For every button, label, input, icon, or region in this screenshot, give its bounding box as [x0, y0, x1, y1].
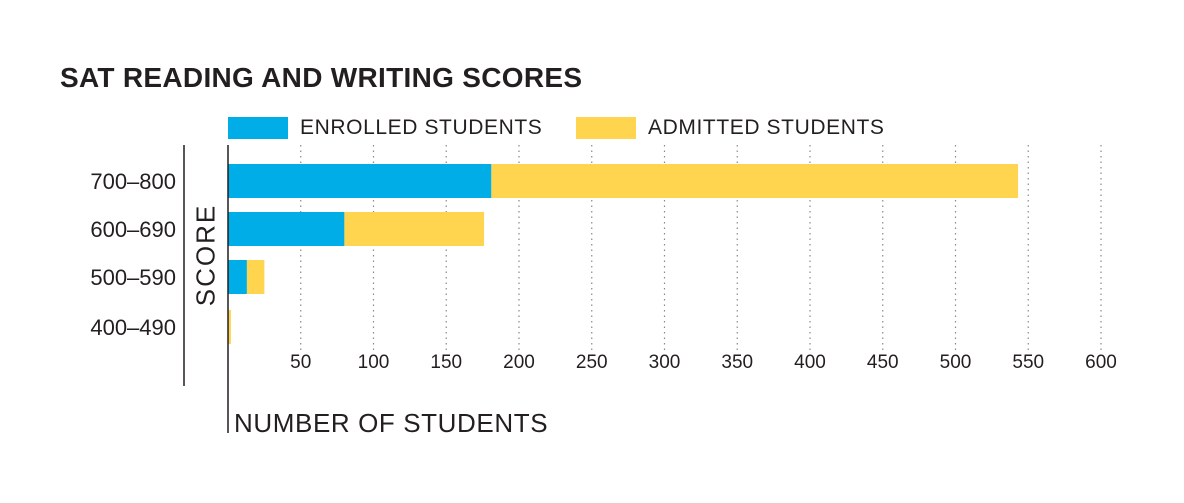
category-label: 400–490: [90, 315, 176, 340]
x-tick-label: 350: [721, 352, 753, 373]
bar-enrolled: [228, 260, 247, 294]
x-tick-label: 600: [1085, 352, 1117, 373]
bar-admitted: [344, 212, 485, 246]
category-label: 600–690: [90, 217, 176, 242]
bar-admitted: [246, 260, 265, 294]
chart-title: SAT READING AND WRITING SCORES: [60, 62, 583, 93]
x-tick-label: 150: [430, 352, 462, 373]
x-tick-label: 300: [649, 352, 681, 373]
category-label: 700–800: [90, 169, 176, 194]
bar-enrolled: [228, 164, 492, 198]
x-tick-label: 50: [290, 352, 311, 373]
x-tick-label: 400: [794, 352, 826, 373]
bar-enrolled: [228, 212, 345, 246]
legend-swatch-admitted: [576, 117, 636, 139]
legend-item-admitted: ADMITTED STUDENTS: [576, 116, 885, 140]
category-label: 500–590: [90, 265, 176, 290]
x-tick-label: 500: [940, 352, 972, 373]
y-axis-title: SCORE: [190, 203, 221, 307]
bar-admitted: [491, 164, 1019, 198]
legend-label-enrolled: ENROLLED STUDENTS: [300, 116, 543, 139]
x-tick-label: 100: [358, 352, 390, 373]
x-tick-label: 450: [867, 352, 899, 373]
legend-swatch-enrolled: [228, 117, 288, 139]
legend-label-admitted: ADMITTED STUDENTS: [648, 116, 885, 139]
x-tick-label: 250: [576, 352, 608, 373]
x-axis-title: NUMBER OF STUDENTS: [234, 408, 549, 438]
bar-admitted: [228, 310, 231, 344]
x-tick-label: 550: [1012, 352, 1044, 373]
legend-item-enrolled: ENROLLED STUDENTS: [228, 116, 542, 140]
x-tick-label: 200: [503, 352, 535, 373]
